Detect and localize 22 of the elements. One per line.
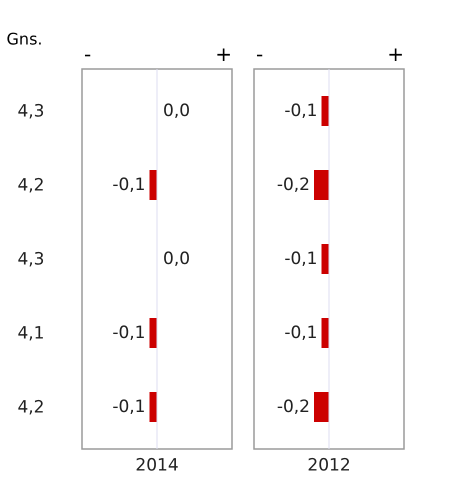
y-tick-label: 4,3	[17, 250, 44, 270]
data-label: -0,1	[284, 249, 318, 269]
data-label: -0,1	[284, 101, 318, 121]
data-label: -0,1	[112, 397, 146, 417]
y-tick-label: 4,3	[17, 102, 44, 122]
text: +	[215, 42, 232, 66]
y-tick-label: 4,2	[17, 176, 44, 196]
data-label: -0,1	[112, 323, 146, 343]
x-axis-title: 2012	[307, 456, 351, 476]
data-label: -0,2	[276, 175, 310, 195]
y-axis-title: Gns.	[6, 30, 42, 48]
data-label: -0,1	[112, 175, 146, 195]
x-axis-title: 2014	[135, 456, 179, 476]
data-label: 0,0	[163, 101, 190, 121]
data-label: 0,0	[163, 249, 190, 269]
y-tick-label: 4,2	[17, 398, 44, 418]
text: +	[387, 42, 404, 66]
data-label: -0,1	[284, 323, 318, 343]
text: -	[256, 42, 264, 66]
y-tick-label: 4,1	[17, 324, 44, 344]
data-label: -0,2	[276, 397, 310, 417]
text: -	[84, 42, 92, 66]
